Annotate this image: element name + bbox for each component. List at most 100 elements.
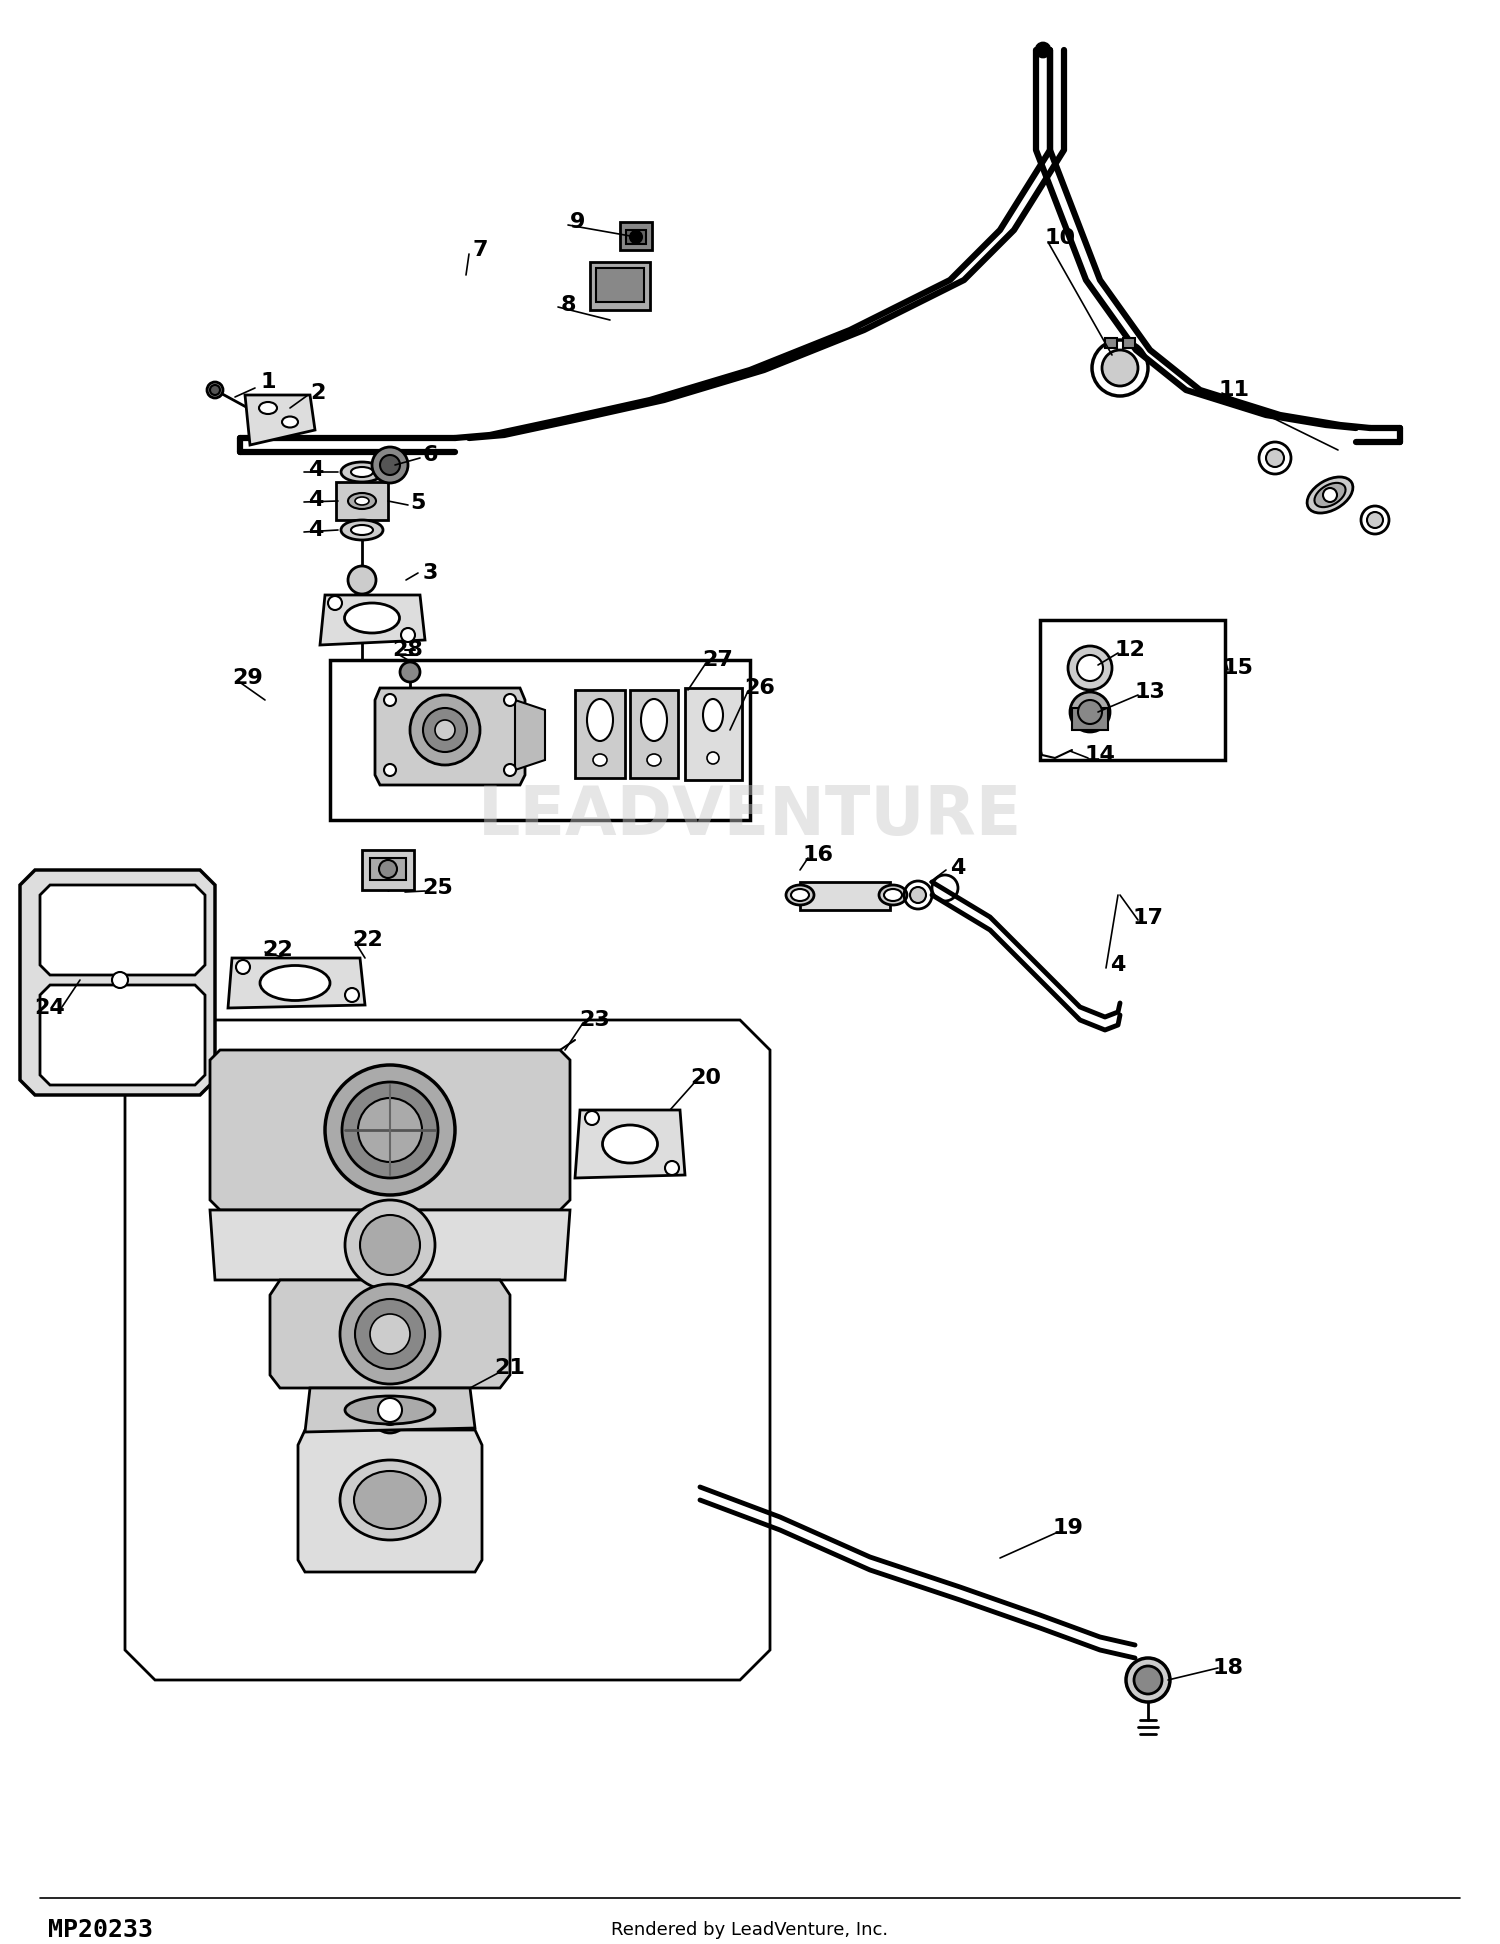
Text: 20: 20: [690, 1067, 722, 1089]
Polygon shape: [270, 1279, 510, 1388]
Ellipse shape: [879, 885, 908, 906]
Ellipse shape: [706, 752, 718, 764]
Circle shape: [1134, 1666, 1162, 1693]
Ellipse shape: [884, 888, 902, 900]
Text: 1: 1: [261, 371, 276, 393]
Text: Rendered by LeadVenture, Inc.: Rendered by LeadVenture, Inc.: [612, 1921, 888, 1938]
Text: 9: 9: [570, 212, 585, 231]
Ellipse shape: [345, 603, 399, 634]
Circle shape: [1078, 700, 1102, 723]
Polygon shape: [40, 885, 206, 976]
Bar: [596, 268, 644, 301]
Text: 28: 28: [393, 640, 423, 661]
Circle shape: [1077, 655, 1102, 680]
Ellipse shape: [704, 700, 723, 731]
Circle shape: [340, 1283, 439, 1384]
Text: 5: 5: [411, 494, 426, 513]
Circle shape: [1323, 488, 1336, 502]
Polygon shape: [210, 1050, 570, 1209]
Text: 2: 2: [310, 383, 326, 402]
Bar: [370, 857, 406, 881]
Circle shape: [112, 972, 128, 988]
Text: 3: 3: [423, 564, 438, 583]
Ellipse shape: [354, 1472, 426, 1530]
Circle shape: [207, 383, 224, 399]
Text: 17: 17: [1132, 908, 1164, 927]
Circle shape: [1366, 511, 1383, 529]
Bar: [362, 850, 414, 890]
Circle shape: [378, 1398, 402, 1421]
Polygon shape: [40, 986, 206, 1085]
Circle shape: [328, 597, 342, 610]
Text: 25: 25: [423, 879, 453, 898]
Circle shape: [358, 1098, 422, 1163]
Polygon shape: [298, 1431, 482, 1573]
Ellipse shape: [351, 525, 374, 535]
Text: LEADVENTURE: LEADVENTURE: [478, 783, 1022, 850]
Circle shape: [384, 694, 396, 706]
Circle shape: [630, 231, 642, 243]
Circle shape: [356, 1299, 424, 1369]
Polygon shape: [514, 700, 544, 770]
Ellipse shape: [260, 402, 278, 414]
Text: 4: 4: [309, 490, 324, 509]
Circle shape: [345, 1199, 435, 1291]
Circle shape: [348, 566, 376, 595]
Circle shape: [410, 696, 480, 766]
Text: 11: 11: [1218, 379, 1249, 400]
Ellipse shape: [786, 885, 814, 906]
Ellipse shape: [603, 1126, 657, 1163]
Text: 4: 4: [951, 857, 966, 879]
Circle shape: [400, 663, 420, 682]
Text: 14: 14: [1084, 745, 1116, 766]
Circle shape: [380, 1406, 400, 1425]
Polygon shape: [574, 690, 626, 778]
Polygon shape: [320, 595, 424, 645]
Bar: [800, 883, 889, 910]
Polygon shape: [244, 395, 315, 445]
Text: 26: 26: [744, 678, 776, 698]
Ellipse shape: [592, 754, 608, 766]
Polygon shape: [686, 688, 742, 780]
Circle shape: [372, 1398, 408, 1433]
Circle shape: [664, 1161, 680, 1174]
Text: 24: 24: [34, 997, 66, 1019]
Bar: [336, 482, 388, 519]
Circle shape: [342, 1083, 438, 1178]
Text: 6: 6: [423, 445, 438, 465]
Ellipse shape: [586, 700, 613, 741]
Polygon shape: [304, 1388, 476, 1433]
Polygon shape: [20, 871, 214, 1094]
Bar: [1072, 708, 1108, 731]
Bar: [1124, 338, 1136, 348]
Text: 10: 10: [1044, 227, 1076, 249]
Text: 23: 23: [579, 1011, 610, 1030]
Circle shape: [1070, 692, 1110, 733]
Ellipse shape: [260, 966, 330, 1001]
Polygon shape: [375, 688, 525, 785]
Bar: [330, 661, 750, 820]
Circle shape: [360, 1215, 420, 1275]
Polygon shape: [630, 690, 678, 778]
Ellipse shape: [340, 463, 382, 482]
Circle shape: [210, 385, 220, 395]
Circle shape: [400, 628, 416, 642]
Ellipse shape: [1306, 476, 1353, 513]
Text: 29: 29: [232, 669, 264, 688]
Polygon shape: [210, 1209, 570, 1279]
Bar: [626, 229, 646, 245]
Bar: [1040, 620, 1226, 760]
Text: MP20233: MP20233: [48, 1919, 153, 1942]
Bar: [1106, 338, 1118, 348]
Ellipse shape: [348, 494, 376, 509]
Circle shape: [504, 694, 516, 706]
Circle shape: [1068, 645, 1112, 690]
Text: 15: 15: [1222, 657, 1254, 678]
Circle shape: [384, 764, 396, 776]
Ellipse shape: [640, 700, 668, 741]
Text: 8: 8: [561, 295, 576, 315]
Ellipse shape: [345, 1396, 435, 1425]
Bar: [620, 222, 652, 251]
Ellipse shape: [1314, 482, 1346, 507]
Circle shape: [370, 1314, 410, 1355]
